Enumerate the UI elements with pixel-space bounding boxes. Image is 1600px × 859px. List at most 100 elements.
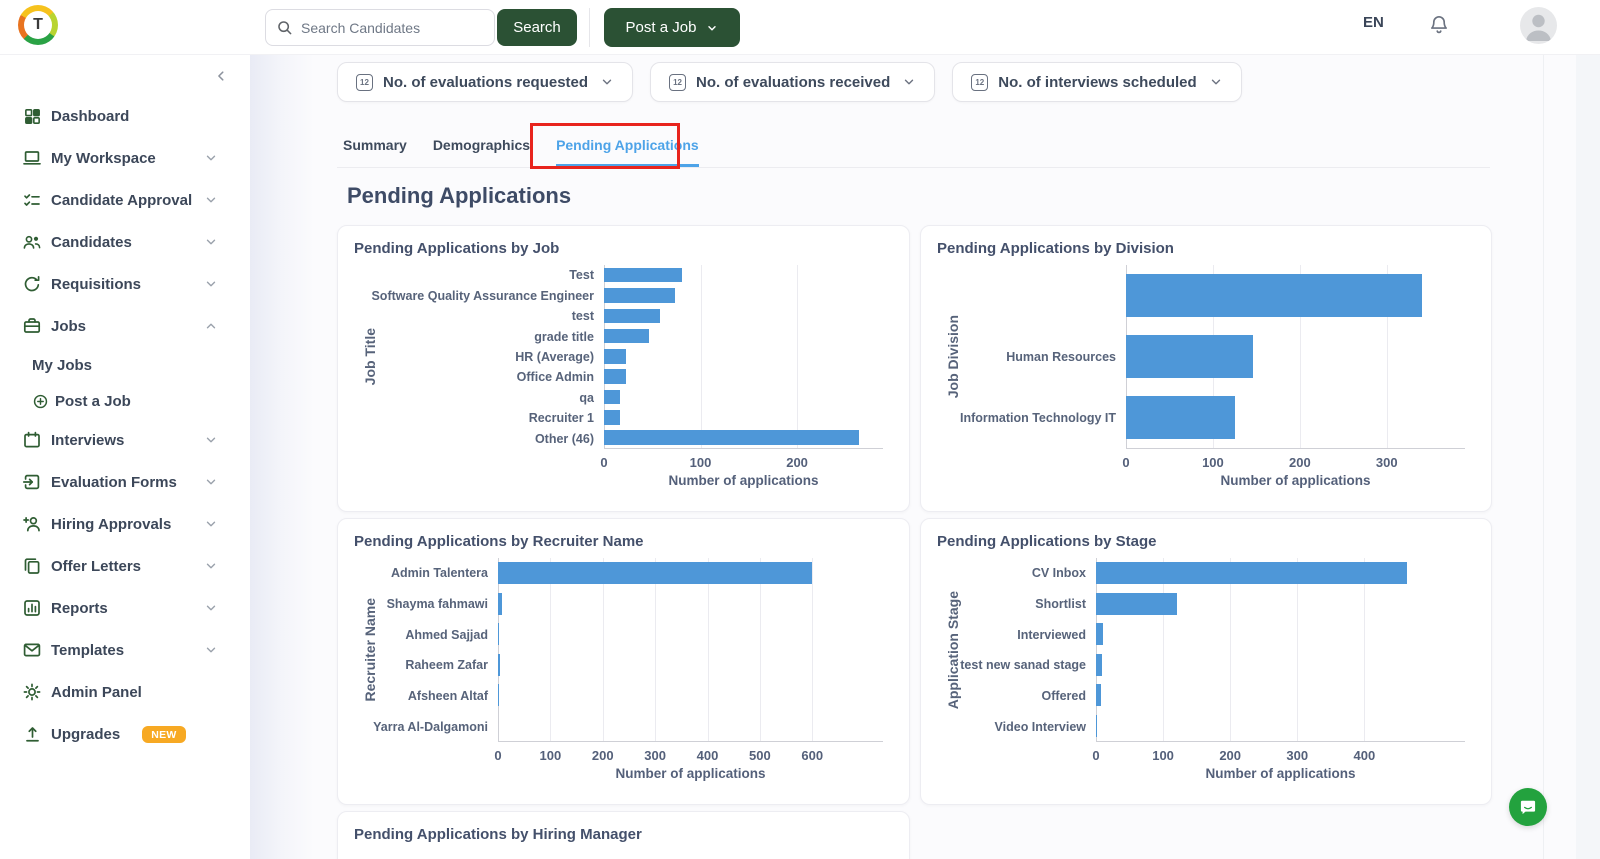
gridline bbox=[1299, 265, 1301, 448]
category-label: Yarra Al-Dalgamoni bbox=[373, 719, 488, 734]
sidebar-item-label: Requisitions bbox=[51, 275, 142, 293]
chart-title: Pending Applications by Stage bbox=[937, 533, 1157, 550]
tab-demographics[interactable]: Demographics bbox=[432, 136, 531, 153]
briefcase-icon bbox=[22, 316, 42, 336]
bar bbox=[1096, 562, 1408, 585]
tab-pending-applications[interactable]: Pending Applications bbox=[556, 125, 699, 167]
sidebar-item-offer-letters[interactable]: Offer Letters bbox=[0, 545, 250, 587]
category-label: Ahmed Sajjad bbox=[405, 627, 488, 642]
bar bbox=[604, 267, 683, 283]
user-avatar[interactable] bbox=[1520, 7, 1557, 44]
checklist-icon bbox=[22, 190, 42, 210]
category-label: HR (Average) bbox=[515, 349, 594, 364]
tick-label: 100 bbox=[689, 455, 712, 470]
gridline bbox=[707, 558, 709, 741]
chart-card-pending-applications-by-job: Pending Applications by Job Test Software… bbox=[337, 225, 910, 512]
category-label: qa bbox=[579, 390, 594, 405]
topbar-divider bbox=[589, 8, 590, 47]
language-selector[interactable]: EN bbox=[1363, 14, 1384, 31]
bar bbox=[498, 623, 500, 646]
tick-label: 200 bbox=[1219, 748, 1242, 763]
post-a-job-label: Post a Job bbox=[625, 19, 697, 36]
gridline bbox=[1230, 558, 1232, 741]
gridline bbox=[602, 558, 604, 741]
logo[interactable]: T bbox=[18, 5, 58, 45]
post-a-job-button[interactable]: Post a Job bbox=[604, 8, 740, 47]
chat-launcher-button[interactable] bbox=[1509, 788, 1547, 826]
topbar: T Search Post a Job EN bbox=[0, 0, 1600, 55]
sidebar-item-templates[interactable]: Templates bbox=[0, 629, 250, 671]
plot-area bbox=[604, 265, 883, 449]
tab-summary[interactable]: Summary bbox=[343, 136, 407, 153]
sidebar-item-my-workspace[interactable]: My Workspace bbox=[0, 137, 250, 179]
bar bbox=[604, 410, 621, 425]
gridline bbox=[1297, 558, 1299, 741]
category-label: Afsheen Altaf bbox=[407, 689, 488, 704]
tick-label: 200 bbox=[591, 748, 614, 763]
chat-icon bbox=[1520, 800, 1536, 815]
sidebar-item-hiring-approvals[interactable]: Hiring Approvals bbox=[0, 503, 250, 545]
sidebar-item-interviews[interactable]: Interviews bbox=[0, 419, 250, 461]
notifications-bell-icon[interactable] bbox=[1428, 13, 1450, 39]
sidebar-item-label: My Workspace bbox=[51, 149, 156, 167]
y-axis-label: Job Division bbox=[945, 315, 961, 399]
sidebar-item-candidate-approval[interactable]: Candidate Approval bbox=[0, 179, 250, 221]
category-label: Admin Talentera bbox=[390, 566, 488, 581]
tick-label: 400 bbox=[696, 748, 719, 763]
scrollbar[interactable] bbox=[1576, 55, 1600, 859]
sidebar-item-evaluation-forms[interactable]: Evaluation Forms bbox=[0, 461, 250, 503]
sidebar-item-admin-panel[interactable]: Admin Panel bbox=[0, 671, 250, 713]
tick-label: 100 bbox=[1152, 748, 1174, 763]
tick-label: 200 bbox=[786, 455, 808, 470]
tick-label: 500 bbox=[749, 748, 771, 763]
sidebar-subitem-my-jobs[interactable]: My Jobs bbox=[0, 347, 250, 383]
bar bbox=[498, 592, 502, 615]
category-label: grade title bbox=[534, 329, 594, 344]
sidebar-item-candidates[interactable]: Candidates bbox=[0, 221, 250, 263]
main-content: 12 No. of evaluations requested 12 No. of e… bbox=[250, 55, 1600, 859]
filter-label: No. of interviews scheduled bbox=[998, 73, 1197, 91]
envelope-icon bbox=[22, 640, 42, 660]
chevron-down-icon bbox=[204, 601, 218, 615]
search-input[interactable] bbox=[301, 19, 484, 36]
chevron-down-icon bbox=[600, 75, 614, 89]
sidebar-collapse-icon[interactable] bbox=[210, 65, 232, 87]
plot-area bbox=[1126, 265, 1465, 449]
copy-icon bbox=[22, 556, 42, 576]
logo-letter: T bbox=[24, 11, 52, 39]
bar-chart: CV Inbox Shortlist Interviewed test new san… bbox=[937, 556, 1475, 784]
sidebar-item-reports[interactable]: Reports bbox=[0, 587, 250, 629]
sidebar-item-jobs[interactable]: Jobs bbox=[0, 305, 250, 347]
laptop-icon bbox=[22, 148, 42, 168]
category-label: Information Technology IT bbox=[959, 411, 1116, 426]
gridline bbox=[550, 558, 552, 741]
grid-icon bbox=[22, 106, 42, 126]
sidebar-item-requisitions[interactable]: Requisitions bbox=[0, 263, 250, 305]
category-label: Test bbox=[569, 268, 594, 283]
filter-no-of-evaluations-requested[interactable]: 12 No. of evaluations requested bbox=[337, 62, 634, 102]
bar-chart: Admin Talentera Shayma fahmawi Ahmed Sajja… bbox=[354, 556, 893, 784]
search-button[interactable]: Search bbox=[497, 9, 577, 46]
sidebar-item-upgrades[interactable]: Upgrades NEW bbox=[0, 713, 250, 755]
bar bbox=[604, 288, 676, 303]
chart-title: Pending Applications by Division bbox=[937, 240, 1174, 257]
sidebar-subitem-post-a-job[interactable]: Post a Job bbox=[0, 383, 250, 419]
x-axis-ticks: 0 100 200 300 bbox=[1122, 455, 1465, 471]
chevron-down-icon bbox=[708, 25, 717, 31]
person-plus-icon bbox=[22, 514, 42, 534]
tick-label: 200 bbox=[1288, 455, 1311, 470]
plot-area bbox=[498, 558, 883, 742]
category-label: Video Interview bbox=[994, 719, 1086, 734]
chevron-up-icon bbox=[204, 319, 218, 333]
filter-no-of-evaluations-received[interactable]: 12 No. of evaluations received bbox=[650, 62, 936, 102]
number-badge-icon: 12 bbox=[669, 73, 687, 91]
y-axis-label: Job Title bbox=[362, 328, 378, 386]
filter-no-of-interviews-scheduled[interactable]: 12 No. of interviews scheduled bbox=[952, 62, 1242, 102]
x-axis-label: Number of applications bbox=[615, 766, 766, 781]
tick-label: 0 bbox=[1092, 748, 1100, 763]
x-axis-label: Number of applications bbox=[1220, 473, 1371, 488]
chart-card-pending-applications-by-recruiter-name: Pending Applications by Recruiter Name A… bbox=[337, 518, 910, 805]
sidebar-item-dashboard[interactable]: Dashboard bbox=[0, 95, 250, 137]
bar bbox=[1096, 684, 1102, 707]
